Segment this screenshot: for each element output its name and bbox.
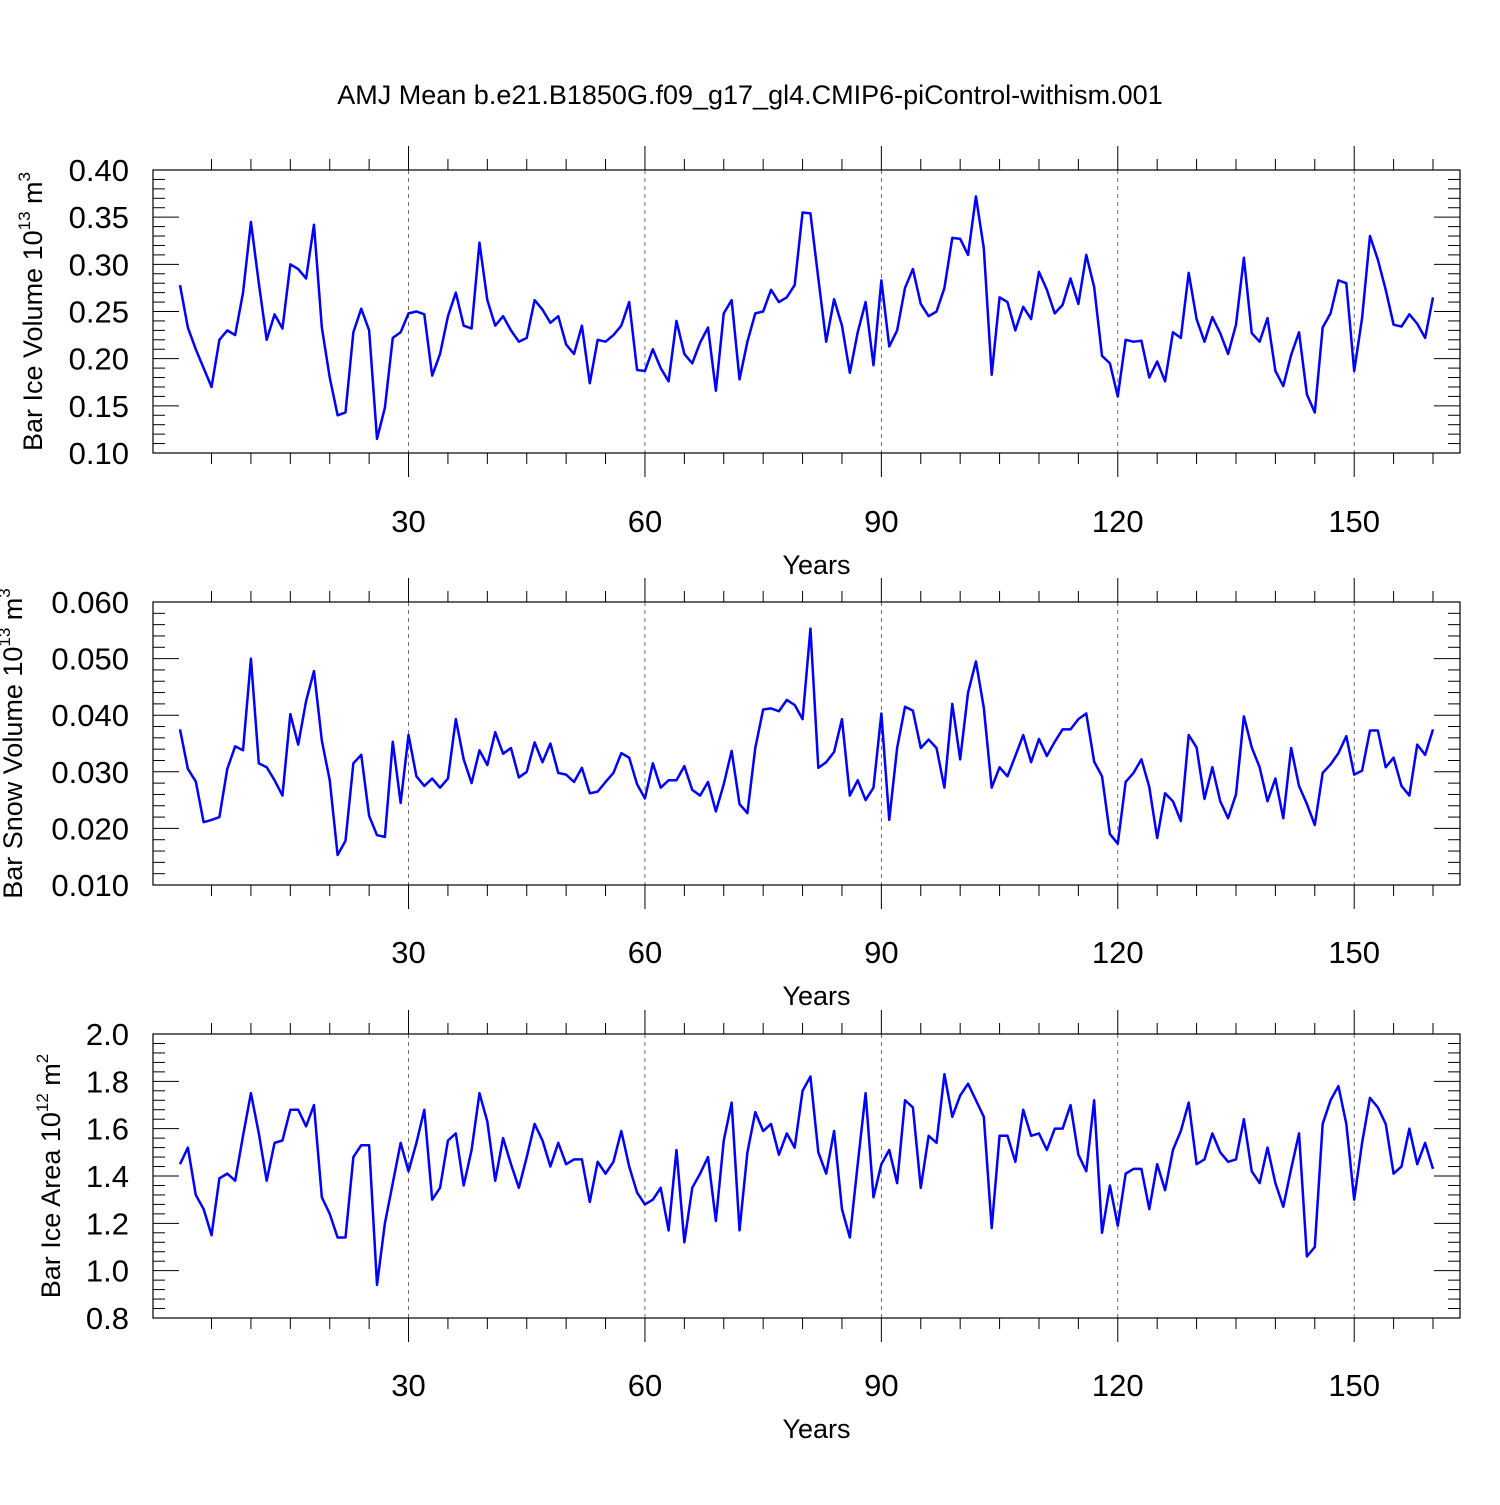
y-axis-label-exponent: 12 [33,1093,52,1112]
x-tick-label: 150 [1328,1368,1380,1403]
y-tick-label: 0.20 [69,342,129,377]
x-tick-label: 150 [1328,504,1380,539]
x-tick-label: 120 [1092,935,1144,970]
y-tick-label: 1.8 [86,1064,129,1099]
y-tick-label: 0.25 [69,295,129,330]
y-tick-label: 1.4 [86,1159,129,1194]
y-tick-label: 0.8 [86,1301,129,1336]
x-tick-label: 30 [391,504,425,539]
x-tick-label: 120 [1092,504,1144,539]
y-tick-label: 1.2 [86,1206,129,1241]
x-tick-label: 90 [864,504,898,539]
figure-title: AMJ Mean b.e21.B1850G.f09_g17_gl4.CMIP6-… [337,80,1163,110]
series-line-1 [178,195,1435,441]
y-axis-label-text: Bar Ice Volume 10 [18,230,48,451]
x-tick-label: 30 [391,1368,425,1403]
y-axis-label: Bar Snow Volume 1013 m3 [0,588,28,899]
y-tick-label: 0.010 [51,868,129,903]
y-tick-label: 1.0 [86,1254,129,1289]
plot-frame [152,601,1461,886]
x-tick-label: 150 [1328,935,1380,970]
y-axis-label-exponent: 13 [15,211,34,230]
y-axis-label: Bar Ice Area 1012 m2 [33,1054,66,1299]
chart-panel-1: 30 60 90 120 150 0.10 0.15 0.20 0.25 0.30 0.35 0.40… [15,146,1461,580]
y-axis-label-unit: m [0,598,28,628]
x-tick-label: 90 [864,1368,898,1403]
x-tick-label: 30 [391,935,425,970]
y-axis-label-unit: m [18,181,48,211]
plot-frame [152,1033,1461,1319]
y-tick-label: 0.040 [51,698,129,733]
chart-panel-2: 30 60 90 120 150 0.010 0.020 0.030 0.040 0.050 0.0… [0,578,1461,1011]
x-axis-label: Years [782,550,850,580]
y-tick-label: 0.10 [69,436,129,471]
y-tick-label: 0.40 [69,153,129,188]
y-tick-label: 0.060 [51,585,129,620]
series-line-1 [178,1072,1435,1287]
y-axis-label: Bar Ice Volume 1013 m3 [15,172,48,451]
y-axis-label-exponent: 13 [0,628,14,647]
x-tick-label: 60 [628,935,662,970]
y-tick-label: 0.050 [51,642,129,677]
y-axis-label-unit-exponent: 3 [15,172,34,181]
y-axis-label-text: Bar Snow Volume 10 [0,647,28,899]
y-tick-label: 1.6 [86,1112,129,1147]
y-tick-label: 0.15 [69,389,129,424]
y-tick-label: 0.020 [51,811,129,846]
y-axis-label-text: Bar Ice Area 10 [36,1112,66,1298]
chart-panel-3: 30 60 90 120 150 0.8 1.0 1.2 1.4 1.6 1.8 2.0 Years Ba… [33,1010,1461,1444]
x-tick-label: 120 [1092,1368,1144,1403]
y-tick-label: 0.030 [51,755,129,790]
y-tick-label: 0.30 [69,247,129,282]
y-tick-label: 2.0 [86,1017,129,1052]
x-axis-label: Years [782,1414,850,1444]
y-axis-label-unit-exponent: 3 [0,588,14,597]
y-axis-label-unit: m [36,1063,66,1093]
series-line-1 [178,627,1435,857]
y-axis-label-unit-exponent: 2 [33,1054,52,1063]
x-tick-label: 60 [628,504,662,539]
x-axis-label: Years [782,981,850,1011]
x-tick-label: 60 [628,1368,662,1403]
y-tick-label: 0.35 [69,200,129,235]
x-tick-label: 90 [864,935,898,970]
